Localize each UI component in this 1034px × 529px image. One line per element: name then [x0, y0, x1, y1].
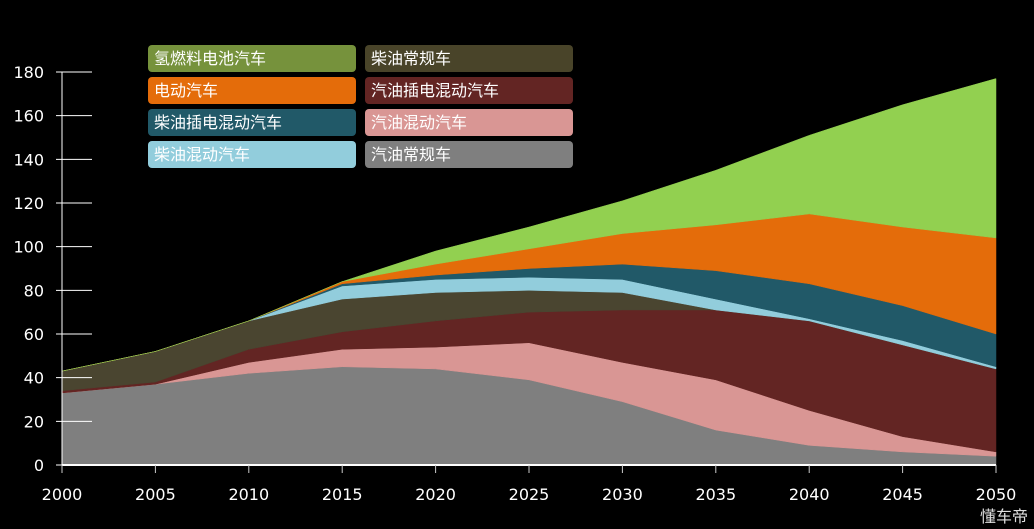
y-tick-label: 0	[34, 456, 44, 475]
area-series-7	[61, 78, 997, 372]
legend-item: 汽油插电混动汽车	[365, 77, 573, 104]
y-tick-label: 120	[13, 194, 44, 213]
x-tick-label: 2030	[602, 485, 643, 504]
x-tick-label: 2005	[135, 485, 176, 504]
x-tick-label: 2050	[976, 485, 1017, 504]
x-tick-label: 2015	[322, 485, 363, 504]
y-tick-label: 180	[13, 63, 44, 82]
y-tick-label: 60	[24, 325, 44, 344]
y-tick-label: 40	[24, 369, 44, 388]
y-tick-label: 140	[13, 150, 44, 169]
legend-item: 汽油常规车	[365, 141, 573, 168]
x-tick-label: 2010	[228, 485, 269, 504]
x-tick-label: 2000	[42, 485, 83, 504]
watermark: 懂车帝	[979, 507, 1028, 526]
x-tick-label: 2045	[882, 485, 923, 504]
x-tick-label: 2025	[509, 485, 550, 504]
legend-item: 汽油混动汽车	[365, 109, 573, 136]
x-tick-label: 2035	[695, 485, 736, 504]
legend-item: 柴油插电混动汽车	[148, 109, 356, 136]
x-tick-label: 2040	[789, 485, 830, 504]
y-tick-label: 80	[24, 281, 44, 300]
legend-item: 电动汽车	[148, 77, 356, 104]
legend-item: 氢燃料电池汽车	[148, 45, 356, 72]
y-tick-label: 100	[13, 238, 44, 257]
y-tick-label: 20	[24, 412, 44, 431]
legend-item: 柴油常规车	[365, 45, 573, 72]
legend-item: 柴油混动汽车	[148, 141, 356, 168]
y-tick-label: 160	[13, 107, 44, 126]
x-tick-label: 2020	[415, 485, 456, 504]
